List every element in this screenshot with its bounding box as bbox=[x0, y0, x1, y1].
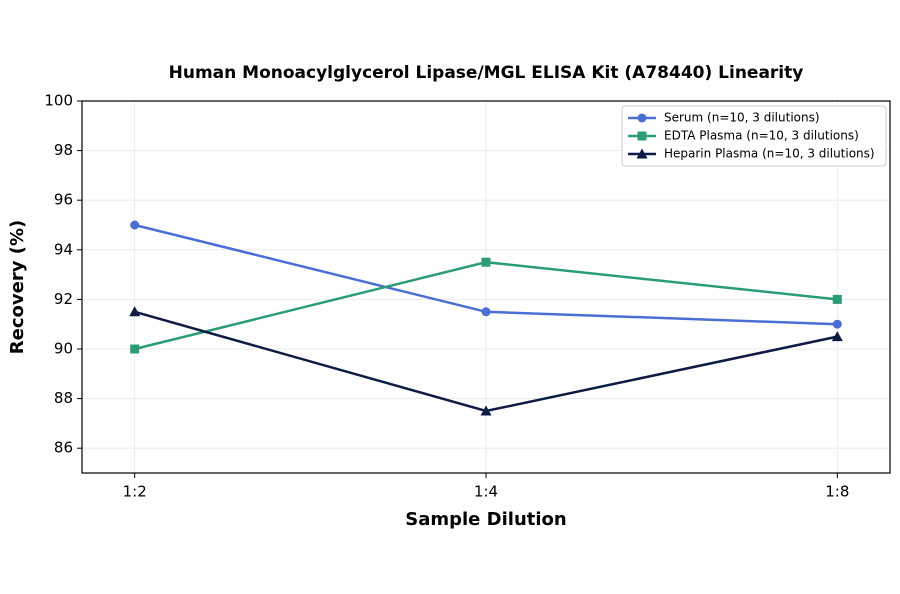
marker bbox=[636, 148, 648, 159]
marker bbox=[481, 307, 491, 317]
legend-label: Heparin Plasma (n=10, 3 dilutions) bbox=[664, 147, 875, 161]
x-tick-label: 1:2 bbox=[123, 483, 147, 501]
legend-label: EDTA Plasma (n=10, 3 dilutions) bbox=[664, 129, 859, 143]
y-tick-label: 98 bbox=[54, 141, 73, 159]
chart-title: Human Monoacylglycerol Lipase/MGL ELISA … bbox=[169, 63, 804, 83]
marker bbox=[832, 294, 842, 304]
x-tick-label: 1:4 bbox=[474, 483, 498, 501]
y-tick-label: 92 bbox=[54, 290, 73, 308]
marker bbox=[832, 319, 842, 329]
marker bbox=[831, 331, 843, 342]
marker bbox=[130, 220, 140, 230]
y-axis-label: Recovery (%) bbox=[7, 220, 28, 354]
y-tick-label: 88 bbox=[54, 389, 73, 407]
y-tick-label: 94 bbox=[54, 240, 73, 258]
y-tick-label: 96 bbox=[54, 191, 73, 209]
legend-label: Serum (n=10, 3 dilutions) bbox=[664, 111, 820, 125]
x-axis-label: Sample Dilution bbox=[405, 509, 566, 530]
y-tick-label: 90 bbox=[54, 340, 73, 358]
marker bbox=[637, 131, 647, 141]
marker bbox=[637, 113, 647, 123]
y-tick-label: 86 bbox=[54, 439, 73, 457]
x-tick-label: 1:8 bbox=[825, 483, 849, 501]
plot-frame bbox=[81, 100, 891, 474]
y-tick-label: 100 bbox=[44, 92, 73, 110]
marker bbox=[481, 257, 491, 267]
marker bbox=[130, 344, 140, 354]
marker bbox=[129, 306, 141, 317]
legend-box bbox=[621, 105, 887, 167]
marker bbox=[480, 405, 492, 416]
legend: Serum (n=10, 3 dilutions) EDTA Plasma (n=… bbox=[621, 105, 887, 167]
